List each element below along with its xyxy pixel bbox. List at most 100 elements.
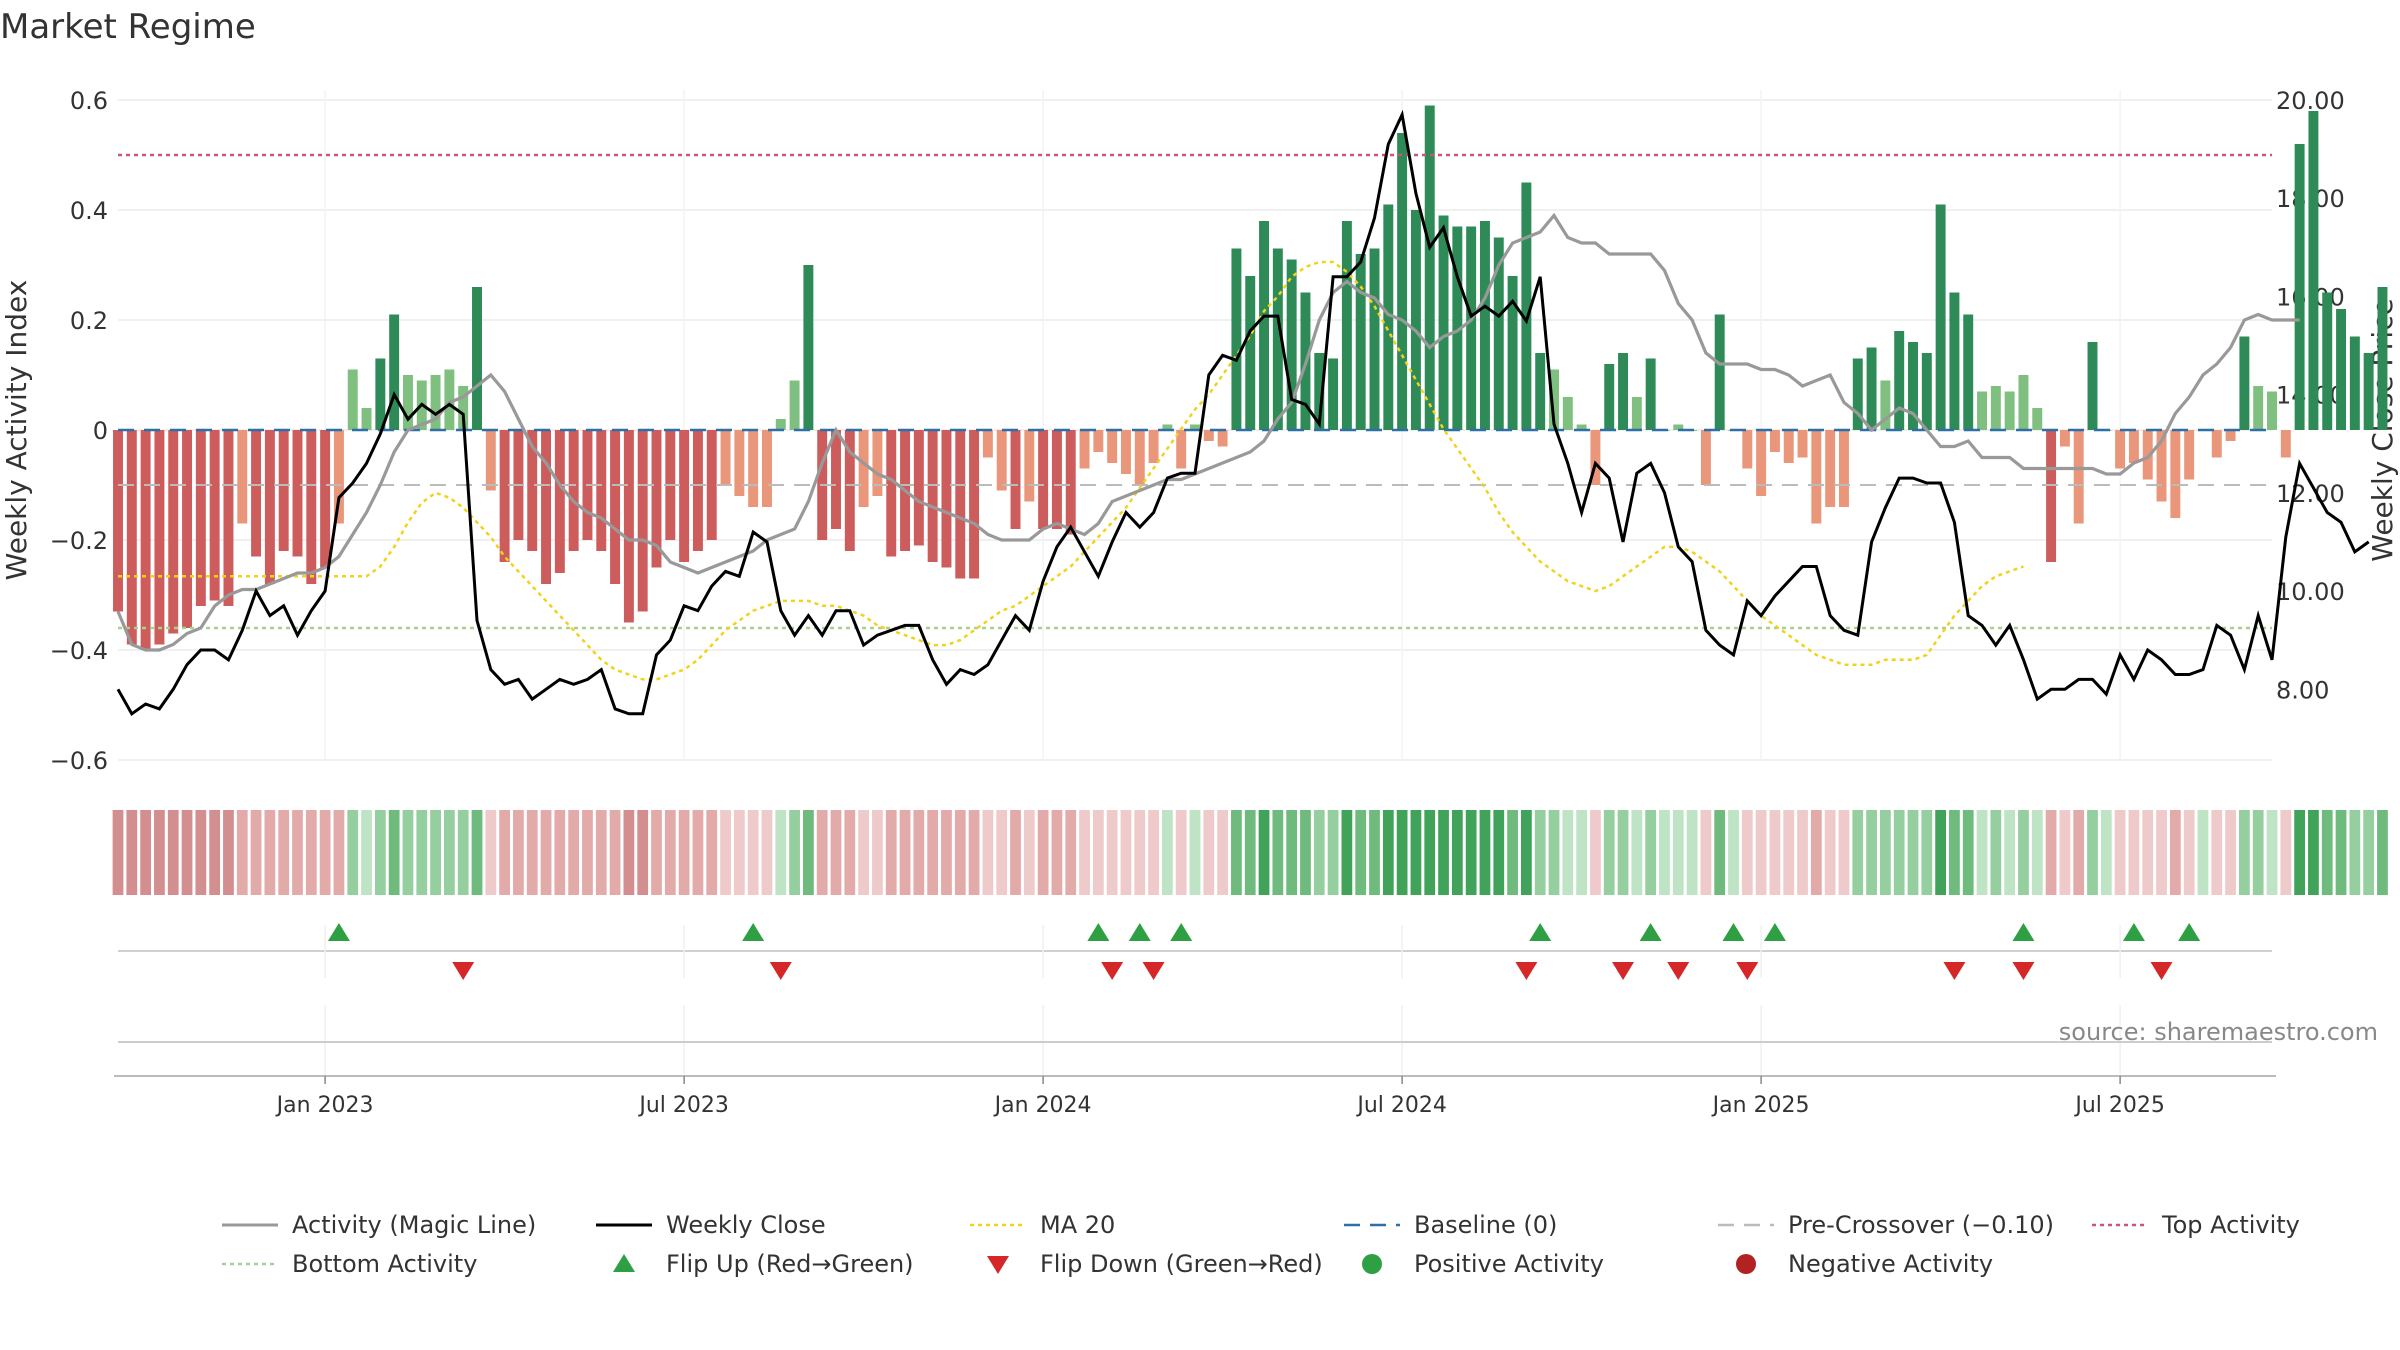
x-tick-label: Jan 2025 — [1711, 1093, 1810, 1118]
regime-cell — [1741, 810, 1753, 895]
activity-bar — [706, 430, 717, 540]
regime-cell — [595, 810, 607, 895]
left-tick-label: 0.4 — [70, 197, 108, 225]
regime-cell — [2128, 810, 2140, 895]
activity-bar — [1576, 424, 1587, 430]
activity-bar — [1369, 248, 1380, 430]
activity-bar — [1990, 386, 2001, 430]
flip-down-marker — [1612, 962, 1635, 980]
regime-cell — [1590, 810, 1601, 895]
regime-cell — [236, 810, 248, 895]
regime-cell — [1092, 810, 1104, 895]
flip-down-marker — [1142, 962, 1165, 980]
regime-cell — [2100, 810, 2112, 895]
regime-cell — [927, 810, 939, 895]
legend-item: Negative Activity — [1736, 1250, 1993, 1278]
activity-bar — [2377, 287, 2388, 430]
flip-down-marker — [1667, 962, 1690, 980]
activity-bar — [168, 430, 179, 634]
regime-cell — [1576, 810, 1588, 895]
activity-bar — [1452, 226, 1463, 430]
left-tick-label: −0.4 — [50, 637, 108, 665]
regime-cell — [830, 810, 842, 895]
legend-swatch-triangle-down — [987, 1256, 1009, 1274]
regime-cell — [609, 810, 621, 895]
regime-cell — [388, 810, 400, 895]
activity-bar — [320, 430, 331, 568]
activity-bar — [1880, 380, 1891, 430]
activity-bar — [2225, 430, 2236, 441]
regime-cell — [499, 810, 511, 895]
regime-cell — [1603, 810, 1615, 895]
regime-cell — [1341, 810, 1353, 895]
regime-cell — [2087, 810, 2098, 895]
activity-bar — [223, 430, 234, 606]
activity-bar — [996, 430, 1007, 491]
left-axis-ticks: 0.6 0.4 0.2 0 −0.2 −0.4 −0.6 — [50, 87, 108, 775]
activity-bar — [982, 430, 993, 458]
activity-bar — [1921, 353, 1932, 430]
regime-cell — [1907, 810, 1919, 895]
regime-cell — [154, 810, 165, 895]
regime-cell — [278, 810, 290, 895]
regime-cell — [637, 810, 649, 895]
activity-bar — [1245, 276, 1256, 430]
regime-cell — [1493, 810, 1505, 895]
activity-bar — [1286, 259, 1297, 430]
activity-bar — [1024, 430, 1035, 502]
legend-label: Activity (Magic Line) — [292, 1211, 536, 1239]
activity-bar — [927, 430, 938, 562]
regime-cell — [2114, 810, 2126, 895]
regime-cell — [430, 810, 441, 895]
activity-bar — [1935, 204, 1946, 430]
regime-cell — [1272, 810, 1284, 895]
activity-bar — [1314, 353, 1325, 430]
activity-bar — [1493, 237, 1504, 430]
activity-bar — [499, 430, 510, 562]
activity-bar — [789, 380, 800, 430]
regime-strip — [112, 810, 2388, 895]
x-tick-label: Jan 2024 — [993, 1093, 1092, 1118]
activity-bar — [1521, 182, 1532, 430]
activity-bar — [140, 430, 151, 650]
activity-bar — [2046, 430, 2057, 562]
activity-bar — [1811, 430, 1822, 524]
activity-bar — [2239, 336, 2250, 430]
regime-cell — [996, 810, 1008, 895]
regime-cell — [2308, 810, 2319, 895]
regime-cell — [2321, 810, 2333, 895]
activity-bar — [1065, 430, 1076, 535]
regime-cell — [664, 810, 676, 895]
legend-label: Pre-Crossover (−0.10) — [1788, 1211, 2054, 1239]
activity-bar — [1507, 276, 1518, 430]
regime-cell — [1728, 810, 1739, 895]
activity-bar — [1107, 430, 1118, 463]
regime-cell — [872, 810, 883, 895]
regime-cell — [844, 810, 856, 895]
activity-bar — [264, 430, 275, 584]
regime-cell — [2197, 810, 2209, 895]
activity-bar — [2253, 386, 2264, 430]
activity-bar — [2115, 430, 2126, 469]
activity-bar — [444, 369, 455, 430]
regime-cell — [1079, 810, 1090, 895]
legend-item: Flip Up (Red→Green) — [613, 1250, 914, 1278]
activity-bar — [2018, 375, 2029, 430]
activity-bar — [1852, 358, 1863, 430]
regime-cell — [789, 810, 800, 895]
regime-cell — [1631, 810, 1643, 895]
x-tick-label: Jul 2025 — [2073, 1093, 2165, 1118]
legend-item: Bottom Activity — [222, 1250, 477, 1278]
regime-cell — [802, 810, 814, 895]
activity-bar — [1949, 292, 1960, 430]
flip-up-marker — [1170, 923, 1193, 941]
activity-bar — [2170, 430, 2181, 518]
activity-bar — [1383, 204, 1394, 430]
regime-cell — [554, 810, 566, 895]
legend-item: Baseline (0) — [1344, 1211, 1557, 1239]
activity-bar — [1162, 424, 1173, 430]
legend-label: Positive Activity — [1414, 1250, 1604, 1278]
regime-cell — [1065, 810, 1077, 895]
activity-bar — [2059, 430, 2070, 447]
activity-bar — [2294, 144, 2305, 430]
